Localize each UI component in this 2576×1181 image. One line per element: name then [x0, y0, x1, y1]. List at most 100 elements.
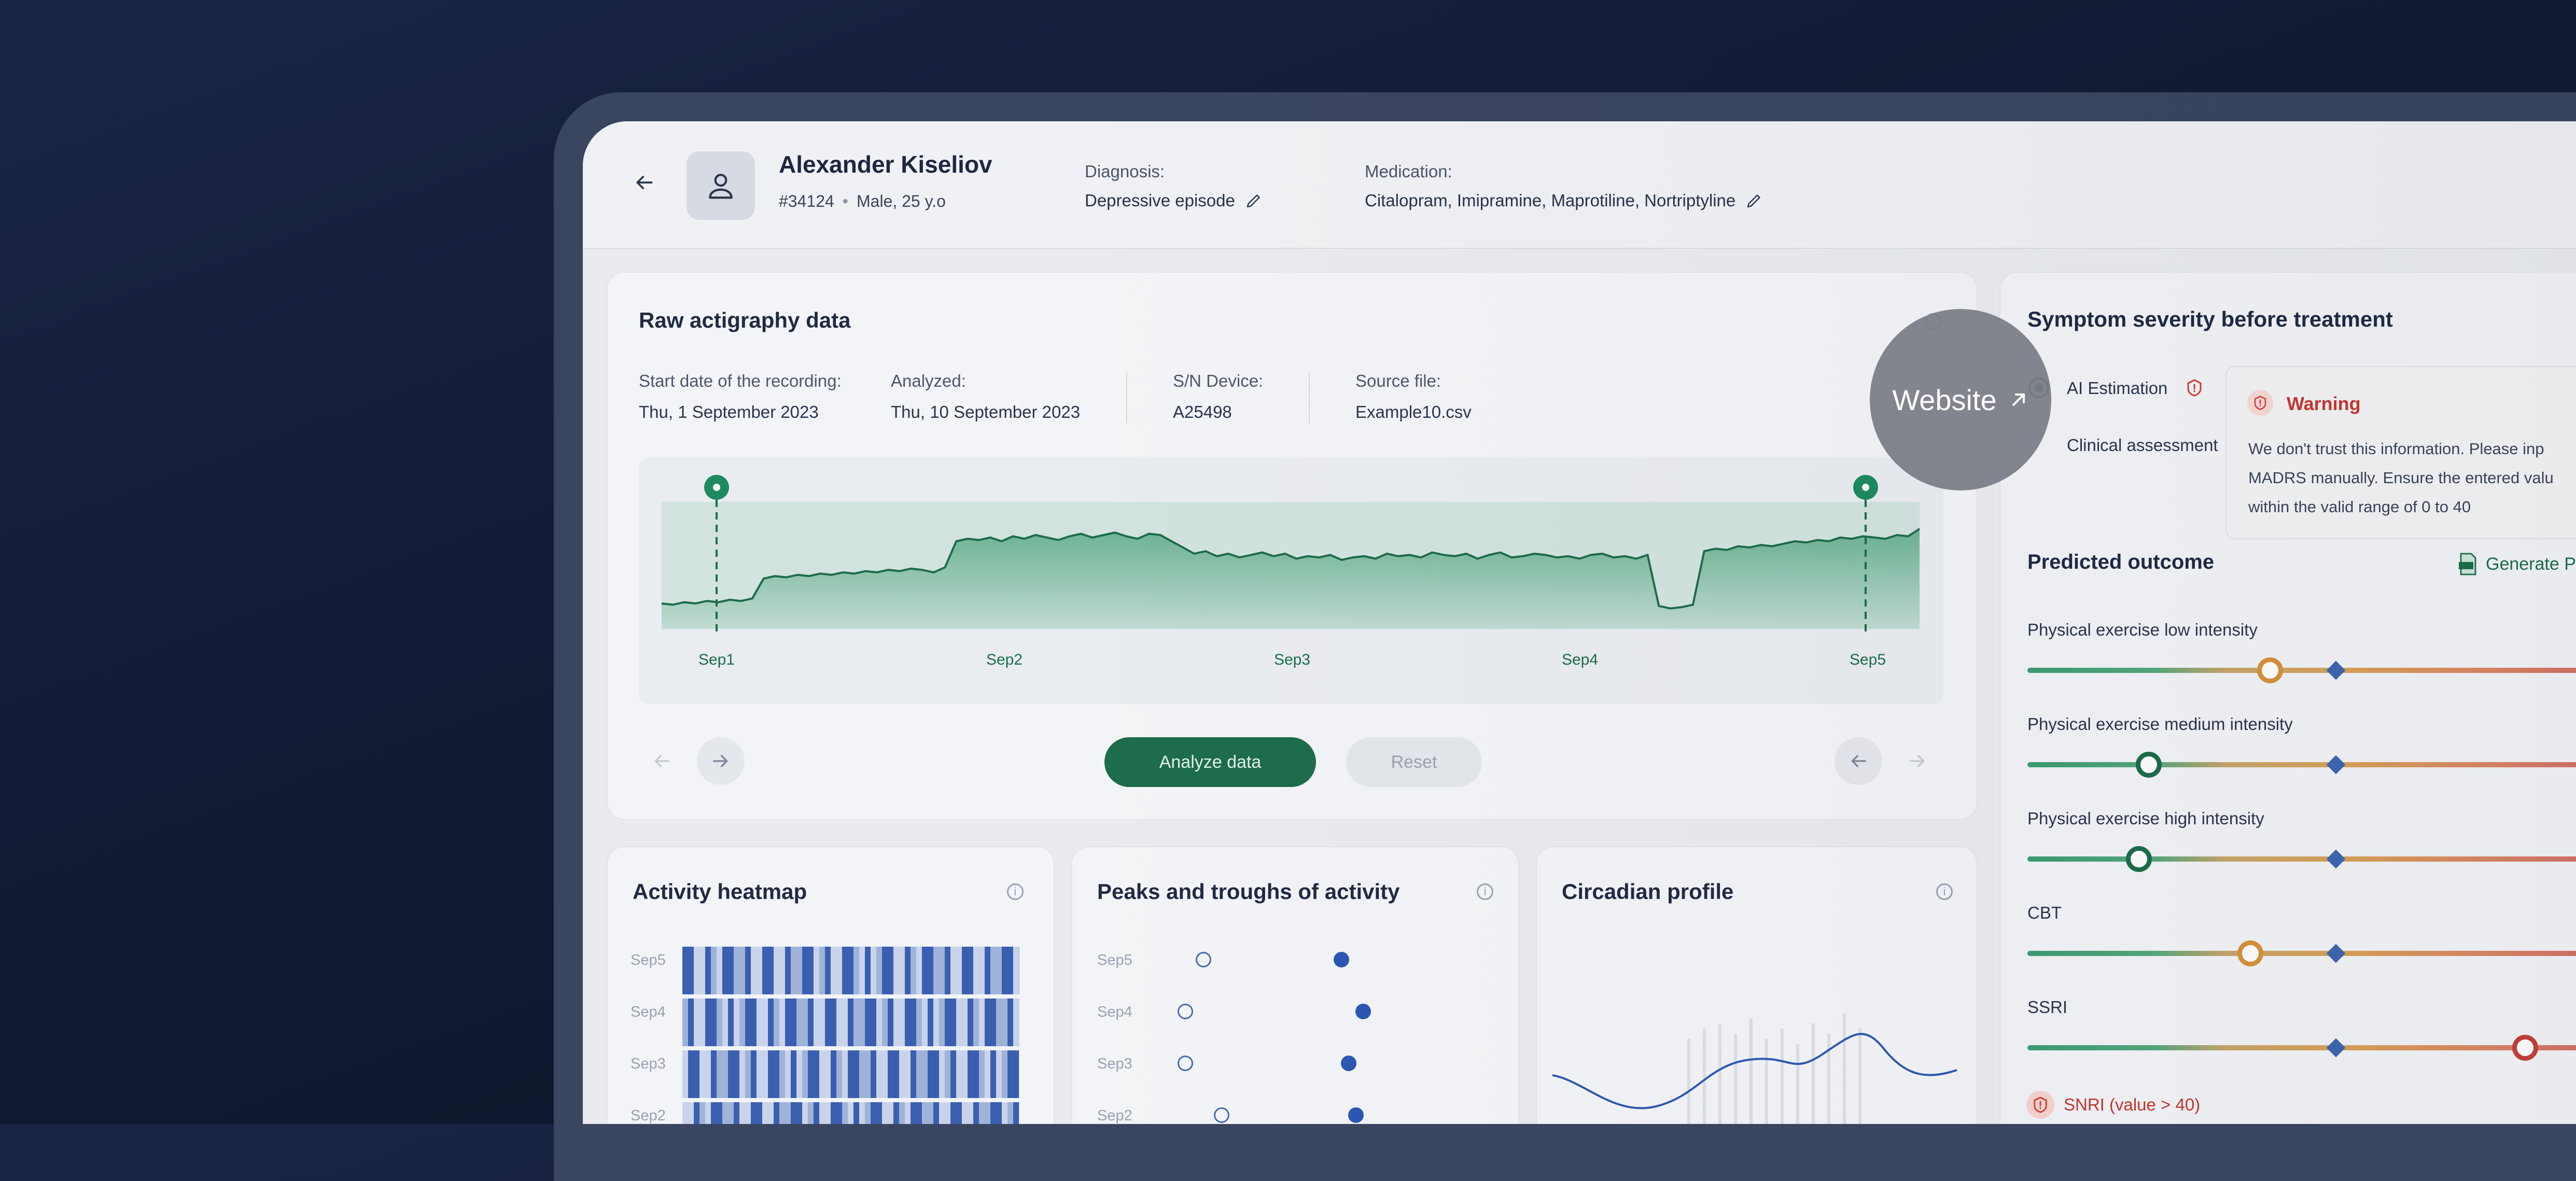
predicted-outcome-title: Predicted outcome — [2027, 551, 2215, 573]
website-label: Website — [1892, 383, 1997, 416]
analyze-data-button[interactable]: Analyze data — [1104, 737, 1316, 787]
reset-button[interactable]: Reset — [1346, 737, 1482, 787]
outcome-track — [2027, 951, 2576, 956]
trough-point — [1214, 1107, 1229, 1123]
warning-icon — [2247, 390, 2273, 416]
diagnosis-value: Depressive episode — [1085, 191, 1235, 210]
patient-name: Alexander Kiseliov — [779, 151, 992, 178]
actigraphy-chart: Sep1 Sep2 Sep3 Sep4 Sep5 — [639, 457, 1943, 704]
x-tick-label: Sep1 — [698, 651, 735, 668]
peak-point — [1334, 952, 1349, 967]
warning-line: MADRS manually. Ensure the entered valu — [2248, 469, 2554, 487]
arrow-left-icon — [1851, 755, 1866, 767]
pencil-icon[interactable] — [1745, 191, 1763, 210]
arrow-left-icon — [636, 176, 653, 189]
pencil-icon[interactable] — [1244, 191, 1263, 210]
warning-line: within the valid range of 0 to 40 — [2248, 498, 2471, 516]
generate-pdf-button[interactable]: Generate P — [2458, 553, 2576, 575]
start-value: Thu, 1 September 2023 — [639, 402, 819, 421]
separator-dot: • — [842, 192, 848, 210]
clinical-assessment-label[interactable]: Clinical assessment — [2067, 435, 2218, 455]
x-tick-label: Sep5 — [1850, 651, 1886, 668]
divider — [1126, 371, 1127, 423]
heatmap-row — [682, 999, 1019, 1046]
user-icon — [709, 174, 733, 199]
heatmap-row-label: Sep2 — [631, 1107, 666, 1124]
card-title: Circadian profile — [1562, 879, 1734, 904]
x-tick-label: Sep3 — [1274, 651, 1310, 668]
arrow-right-icon — [1910, 755, 1925, 767]
divider — [1309, 371, 1310, 423]
alert-icon — [2254, 396, 2266, 410]
diagnosis-label: Diagnosis: — [1085, 162, 1165, 181]
heatmap-row-label: Sep4 — [631, 1004, 666, 1020]
outcome-knob[interactable] — [2512, 1035, 2538, 1061]
source-value: Example10.csv — [1355, 402, 1472, 421]
peak-point — [1341, 1056, 1356, 1071]
alert-icon — [2026, 1091, 2054, 1119]
outcome-label: SSRI — [2027, 997, 2068, 1017]
arrow-up-right-icon — [2012, 393, 2025, 406]
generate-label: Generate P — [2486, 554, 2576, 574]
info-icon[interactable]: i — [1477, 883, 1493, 900]
heatmap-row — [682, 1050, 1019, 1098]
activity-area — [662, 529, 1920, 628]
range-prev-button[interactable] — [1835, 737, 1882, 785]
card-title: Raw actigraphy data — [639, 308, 851, 332]
outcome-label: Physical exercise medium intensity — [2027, 714, 2293, 734]
card-title: Peaks and troughs of activity — [1097, 879, 1400, 904]
outcome-track — [2027, 1045, 2576, 1050]
outcome-knob[interactable] — [2136, 752, 2162, 778]
severity-title: Symptom severity before treatment — [2027, 307, 2393, 331]
pdf-icon — [2459, 553, 2476, 575]
diagnosis-field: Depressive episode — [1085, 191, 1263, 210]
heatmap-row-label: Sep3 — [631, 1056, 666, 1072]
outcome-knob[interactable] — [2237, 940, 2264, 966]
info-icon[interactable]: i — [1936, 883, 1953, 900]
heatmap-row — [682, 1102, 1019, 1124]
patient-id: #34124 — [779, 192, 834, 210]
analyzed-value: Thu, 10 September 2023 — [891, 402, 1081, 421]
medication-field: Citalopram, Imipramine, Maprotiline, Nor… — [1365, 191, 1763, 210]
outcome-track — [2027, 762, 2576, 767]
peaks-row-label: Sep4 — [1097, 1004, 1132, 1020]
heatmap-row-label: Sep5 — [631, 952, 666, 968]
chart-next-button[interactable] — [697, 737, 745, 785]
info-icon[interactable]: i — [1007, 883, 1024, 900]
card-title: Activity heatmap — [633, 879, 807, 904]
outcome-label: Physical exercise high intensity — [2027, 809, 2264, 828]
warning-text: We don't trust this information. Please … — [2248, 434, 2554, 522]
outcome-knob[interactable] — [2126, 846, 2152, 872]
analyzed-label: Analyzed: — [891, 371, 966, 390]
peak-point — [1355, 1004, 1371, 1019]
website-link-bubble[interactable]: Website — [1870, 309, 2051, 490]
actigraphy-chart-svg: Sep1 Sep2 Sep3 Sep4 Sep5 — [661, 475, 1921, 668]
range-next-button[interactable] — [1894, 737, 1941, 785]
trough-point — [1178, 1056, 1193, 1071]
warning-title: Warning — [2287, 393, 2361, 414]
snri-warning: SNRI (value > 40) — [2026, 1091, 2200, 1119]
trough-point — [1178, 1004, 1193, 1019]
outcome-knob[interactable] — [2257, 657, 2284, 683]
source-label: Source file: — [1355, 371, 1441, 390]
back-button[interactable] — [627, 166, 661, 199]
arrow-right-icon — [713, 755, 728, 767]
chart-prev-button[interactable] — [638, 737, 685, 785]
heatmap-row — [682, 947, 1019, 994]
warning-line: We don't trust this information. Please … — [2248, 440, 2544, 458]
alert-icon — [2187, 379, 2202, 397]
outcome-track — [2027, 856, 2576, 862]
activity-line — [661, 528, 1921, 610]
trough-point — [1196, 952, 1211, 967]
range-handle-center — [1862, 484, 1869, 491]
activity-heatmap-card: Activity heatmap i Sep5 Sep4 Sep3 Sep2 — [607, 846, 1055, 1124]
avatar — [687, 151, 755, 220]
ai-estimation-label: AI Estimation — [2067, 378, 2168, 398]
patient-meta: #34124 • Male, 25 y.o — [779, 192, 946, 211]
peaks-row-label: Sep3 — [1097, 1056, 1132, 1072]
peaks-row-label: Sep2 — [1097, 1107, 1132, 1124]
start-label: Start date of the recording: — [639, 371, 842, 390]
outcome-label: Physical exercise low intensity — [2027, 620, 2258, 639]
circadian-chart — [1552, 1013, 1957, 1124]
medication-value: Citalopram, Imipramine, Maprotiline, Nor… — [1365, 191, 1736, 210]
